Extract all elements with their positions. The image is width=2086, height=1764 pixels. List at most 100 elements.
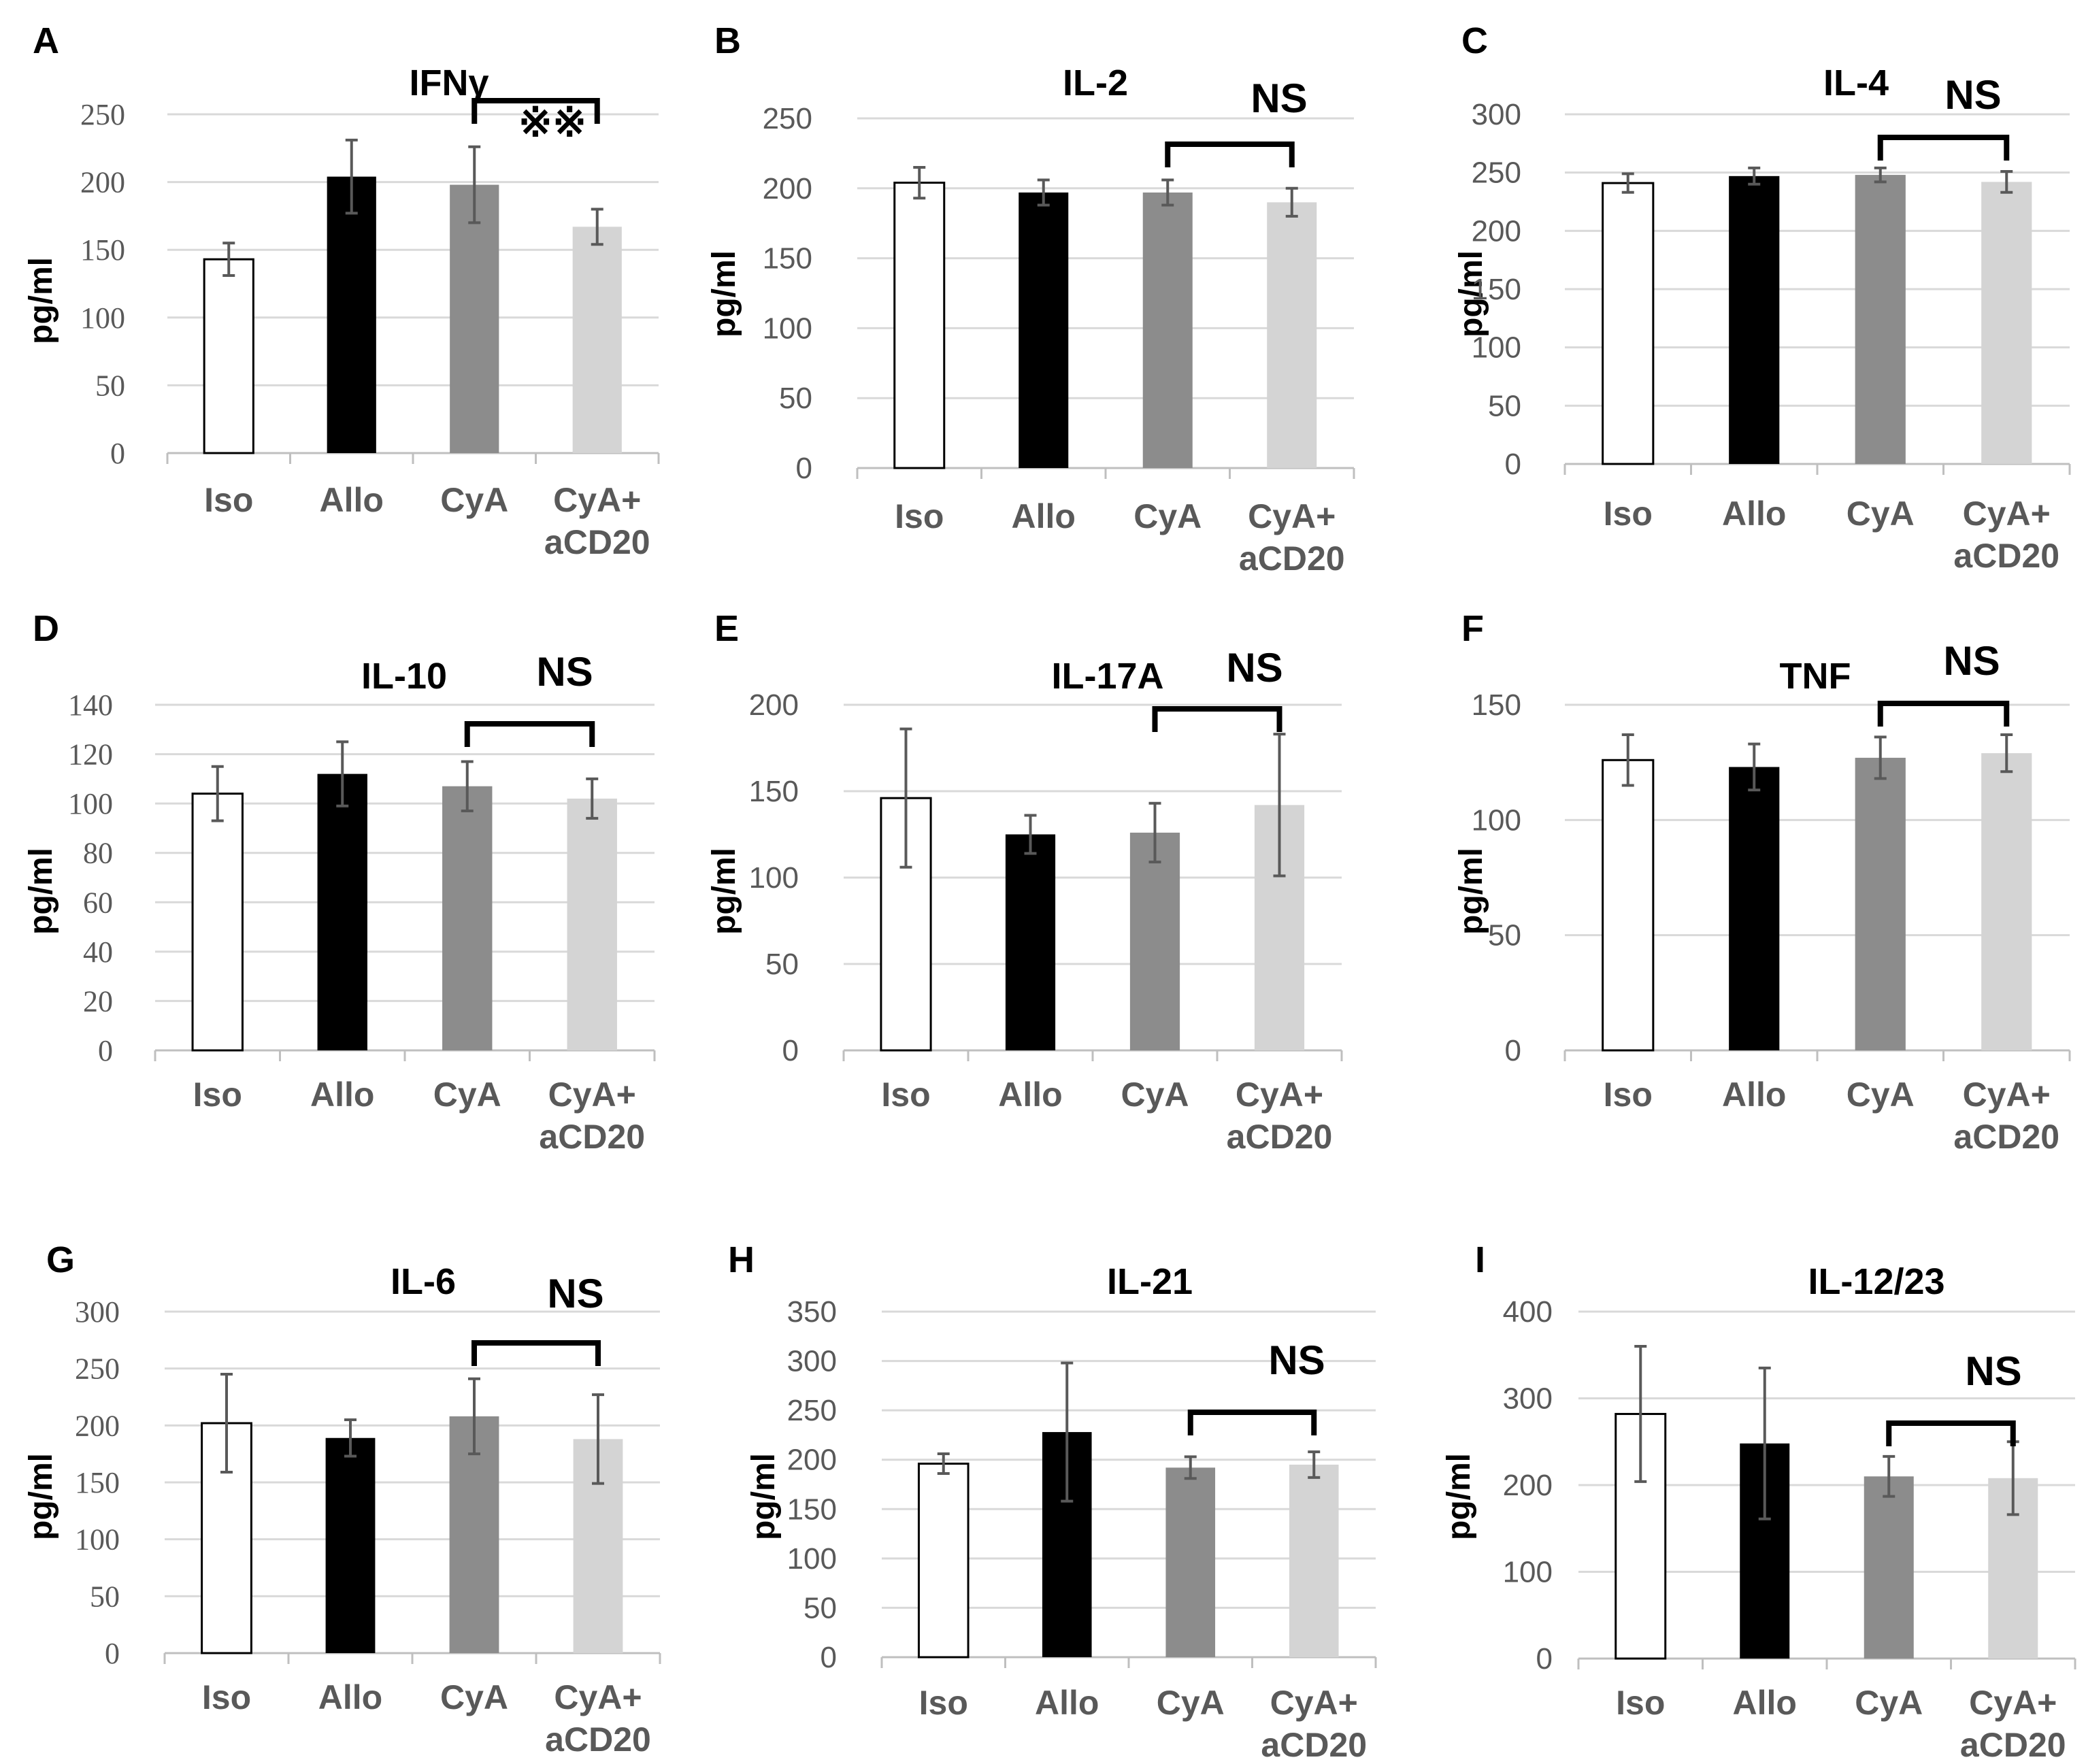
x-tick-label-e: CyA: [1121, 1076, 1189, 1114]
chart-title-i: IL-12/23: [1808, 1261, 1944, 1302]
bar-d-cyaacd20: [567, 798, 617, 1050]
y-tick-label-e: 0: [782, 1034, 799, 1067]
significance-bracket-i: [1886, 1420, 2016, 1446]
bar-a-cya: [450, 184, 499, 453]
y-tick-label-a: 200: [80, 166, 125, 199]
y-tick-label-b: 200: [763, 172, 812, 205]
panel-letter-c: C: [1461, 20, 1488, 61]
error-bar-h: [1184, 1455, 1197, 1480]
error-bar-e: [1273, 733, 1286, 878]
y-tick-label-h: 150: [787, 1493, 837, 1526]
x-tick-label-d: Iso: [193, 1076, 242, 1114]
y-tick-label-h: 250: [787, 1394, 837, 1427]
x-tick-label-g: Allo: [318, 1678, 382, 1716]
chart-title-b: IL-2: [1063, 63, 1128, 103]
y-tick-label-c: 0: [1505, 448, 1521, 481]
significance-bracket-b: [1165, 142, 1295, 167]
error-bar-f: [1621, 733, 1634, 787]
y-tick-label-b: 250: [763, 102, 812, 135]
error-bar-a: [468, 145, 481, 224]
bar-c-cya: [1855, 175, 1906, 464]
y-axis-label-e: pg/ml: [706, 848, 742, 935]
bar-h-cya: [1165, 1467, 1216, 1657]
error-bar-c: [1748, 166, 1761, 186]
bar-f-cya: [1855, 757, 1906, 1050]
significance-bracket-c: [1877, 135, 2010, 161]
x-tick-label-d: CyA+: [548, 1076, 636, 1114]
y-tick-label-i: 100: [1503, 1556, 1553, 1589]
y-tick-label-h: 200: [787, 1444, 837, 1477]
error-bar-a: [591, 207, 603, 246]
y-tick-label-h: 300: [787, 1345, 837, 1378]
y-tick-label-a: 150: [80, 233, 125, 267]
bar-c-iso: [1602, 182, 1655, 465]
significance-bracket-g: [471, 1340, 601, 1366]
x-tick-label-c: CyA+: [1963, 495, 2051, 533]
x-tick-label-g: aCD20: [545, 1720, 651, 1759]
x-tick-label-g: CyA: [440, 1678, 508, 1716]
error-bar-h: [937, 1452, 950, 1476]
y-axis-label-c: pg/ml: [1453, 250, 1489, 337]
error-bar-b: [913, 165, 926, 200]
y-tick-label-d: 20: [83, 984, 113, 1018]
y-tick-label-c: 150: [1472, 273, 1521, 306]
error-bar-g: [468, 1377, 480, 1456]
x-tick-label-g: CyA+: [554, 1678, 642, 1716]
chart-title-a: IFNγ: [409, 63, 489, 103]
chart-title-c: IL-4: [1823, 63, 1889, 103]
x-tick-label-e: Iso: [881, 1076, 930, 1114]
bar-d-cya: [442, 786, 493, 1050]
bar-g-allo: [325, 1437, 376, 1653]
y-tick-label-c: 250: [1472, 156, 1521, 190]
error-bar-f: [1748, 742, 1761, 792]
y-tick-label-d: 120: [68, 738, 113, 771]
x-tick-label-h: CyA: [1157, 1684, 1225, 1722]
error-bar-d: [211, 765, 224, 822]
x-tick-label-a: aCD20: [544, 523, 650, 561]
error-bar-i: [1758, 1366, 1771, 1520]
x-tick-label-b: CyA+: [1248, 497, 1336, 535]
y-tick-label-g: 50: [90, 1580, 120, 1613]
y-axis-label-h: pg/ml: [746, 1453, 782, 1540]
chart-title-e: IL-17A: [1051, 656, 1163, 697]
y-tick-label-d: 0: [98, 1034, 113, 1067]
error-bar-d: [461, 760, 474, 813]
significance-bracket-f: [1877, 701, 2010, 727]
y-tick-label-i: 200: [1503, 1469, 1553, 1502]
y-tick-label-b: 100: [763, 312, 812, 345]
significance-label-d: NS: [536, 649, 593, 695]
bar-f-cyaacd20: [1981, 753, 2032, 1050]
y-tick-label-d: 100: [68, 787, 113, 820]
error-bar-e: [899, 727, 912, 869]
chart-title-g: IL-6: [391, 1261, 456, 1302]
panel-letter-g: G: [46, 1239, 75, 1280]
y-tick-label-d: 140: [68, 688, 113, 722]
error-bar-f: [2000, 733, 2013, 773]
chart-title-d: IL-10: [361, 656, 447, 697]
x-tick-label-c: Allo: [1722, 495, 1786, 533]
x-tick-label-a: Allo: [320, 481, 384, 519]
y-axis-label-b: pg/ml: [706, 250, 742, 337]
x-tick-label-f: CyA+: [1963, 1076, 2051, 1114]
x-tick-label-e: CyA+: [1236, 1076, 1323, 1114]
x-tick-label-e: Allo: [998, 1076, 1062, 1114]
x-tick-label-i: CyA+: [1969, 1684, 2057, 1722]
error-bar-a: [222, 242, 235, 278]
y-axis-label-d: pg/ml: [23, 848, 59, 935]
y-tick-label-e: 100: [749, 861, 799, 895]
panel-e: E IL-17A pg/ml 0 50 100 150 200 Iso Allo CyA CyA+ aC…: [706, 608, 1343, 1156]
error-bar-f: [1874, 735, 1887, 780]
error-bar-b: [1161, 178, 1174, 207]
bar-a-iso: [203, 258, 254, 454]
x-tick-label-f: Allo: [1722, 1076, 1786, 1114]
panel-letter-a: A: [33, 20, 59, 61]
x-tick-label-b: CyA: [1133, 497, 1202, 535]
bar-a-cyaacd20: [572, 227, 622, 453]
x-tick-label-a: CyA: [440, 481, 508, 519]
x-tick-label-h: Iso: [919, 1684, 968, 1722]
x-tick-label-i: aCD20: [1960, 1726, 2066, 1764]
x-tick-label-i: CyA: [1855, 1684, 1923, 1722]
y-tick-label-e: 50: [765, 948, 799, 981]
panel-b: B IL-2 pg/ml 0 50 100 150 200 250 Iso Allo CyA CyA+ a…: [706, 20, 1355, 578]
y-tick-label-d: 60: [83, 886, 113, 919]
